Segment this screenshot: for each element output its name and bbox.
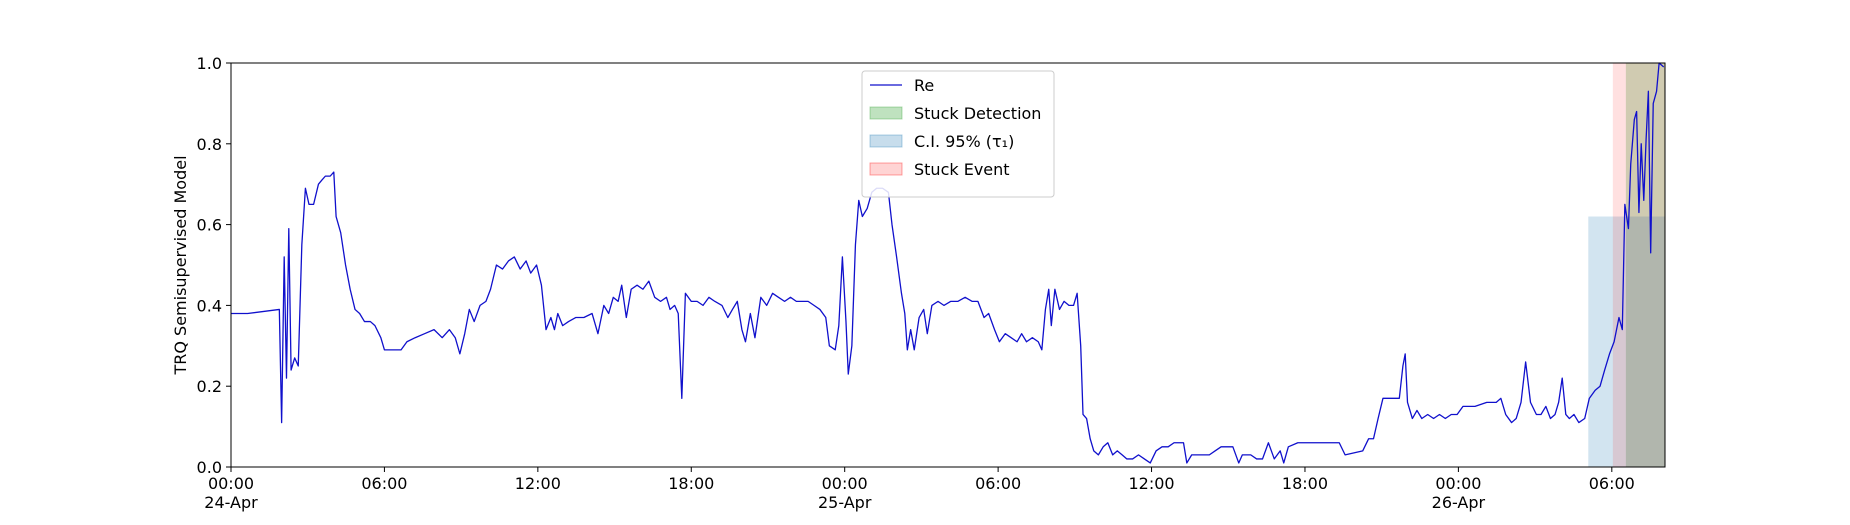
y-tick-label: 0.4 <box>197 296 222 315</box>
y-tick-label: 0.0 <box>197 458 222 477</box>
y-tick-label: 0.8 <box>197 135 222 154</box>
x-tick-label: 00:00 25-Apr <box>818 474 872 512</box>
y-tick-label: 0.6 <box>197 216 222 235</box>
band-span <box>1612 63 1665 467</box>
legend-patch <box>869 162 903 176</box>
y-tick-label: 1.0 <box>197 54 222 73</box>
legend-box <box>861 70 1055 198</box>
x-tick-label: 12:00 <box>515 474 561 493</box>
legend-patch <box>869 106 903 120</box>
x-tick-label: 06:00 <box>975 474 1021 493</box>
x-tick-label: 18:00 <box>668 474 714 493</box>
x-tick-label: 12:00 <box>1128 474 1174 493</box>
legend-patch <box>869 134 903 148</box>
legend-label: C.I. 95% (τ₁) <box>914 132 1014 151</box>
x-tick-label: 06:00 <box>1589 474 1635 493</box>
data-line <box>231 62 1665 464</box>
band-span <box>1588 216 1665 467</box>
band-span <box>1625 63 1665 467</box>
legend-label: Re <box>914 76 934 95</box>
y-axis-label: TRQ Semisupervised Model <box>171 155 190 375</box>
legend-label: Stuck Event <box>914 160 1010 179</box>
legend-label: Stuck Detection <box>914 104 1041 123</box>
x-tick-label: 18:00 <box>1282 474 1328 493</box>
x-tick-label: 06:00 <box>361 474 407 493</box>
y-tick-label: 0.2 <box>197 377 222 396</box>
x-tick-label: 00:00 26-Apr <box>1432 474 1486 512</box>
x-tick-label: 00:00 24-Apr <box>204 474 258 512</box>
axes-frame <box>230 62 1666 468</box>
